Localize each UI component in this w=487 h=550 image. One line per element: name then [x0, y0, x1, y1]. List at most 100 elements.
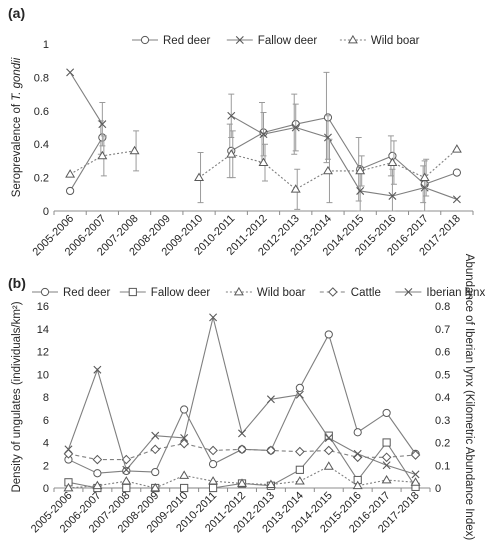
- y-tick-label: 0.8: [34, 72, 49, 84]
- y-right-tick-label: 0.6: [435, 347, 450, 359]
- data-point: [353, 449, 362, 458]
- data-point: [452, 195, 461, 204]
- data-point: [356, 186, 365, 195]
- data-point: [382, 438, 391, 447]
- data-point: [151, 467, 160, 477]
- series-line: [230, 115, 458, 200]
- legend-entry: Iberian lynx: [426, 287, 485, 299]
- data-point: [381, 474, 392, 484]
- data-point: [451, 144, 462, 153]
- data-point: [237, 444, 247, 455]
- data-point: [208, 483, 218, 493]
- y-right-tick-label: 0.5: [435, 369, 450, 381]
- data-point: [150, 482, 161, 492]
- data-point: [294, 476, 305, 485]
- data-point: [97, 150, 108, 160]
- data-point: [291, 123, 300, 132]
- data-point: [266, 445, 276, 456]
- data-point: [65, 169, 76, 178]
- y-right-tick-label: 0.8: [435, 301, 450, 313]
- legend-marker: [347, 34, 358, 44]
- data-point: [227, 111, 236, 120]
- legend-entry: Red deer: [63, 287, 110, 299]
- data-point: [323, 461, 334, 470]
- data-point: [122, 483, 131, 493]
- y-tick-label: 0.6: [34, 106, 49, 118]
- data-point: [410, 477, 421, 486]
- data-point: [151, 431, 160, 440]
- y-axis-title: Seroprevalence of T. gondii: [11, 57, 23, 197]
- y-tick-label: 14: [37, 324, 49, 336]
- legend-entry: Wild boar: [371, 35, 420, 47]
- legend: Red deer Fallow deer Wild boar: [132, 34, 420, 47]
- data-point: [66, 186, 75, 196]
- data-point: [92, 480, 103, 490]
- y-right-tick-label: 0.2: [435, 438, 450, 450]
- y-tick-label: 6: [43, 415, 49, 427]
- data-point: [208, 445, 218, 456]
- data-point: [179, 470, 190, 479]
- data-point: [290, 184, 301, 193]
- y-right-tick-label: 0.1: [435, 460, 450, 472]
- data-point: [180, 483, 189, 493]
- data-point: [180, 433, 189, 442]
- legend-marker: [128, 287, 137, 297]
- data-point: [387, 157, 398, 166]
- data-point: [129, 145, 140, 155]
- y-axis-title: Density of ungulates (individuals/km²): [11, 301, 23, 492]
- y-tick-label: 0: [43, 206, 49, 218]
- data-point: [92, 454, 103, 465]
- data-point: [352, 480, 363, 490]
- data-point: [93, 365, 102, 374]
- panel-label: (b): [8, 275, 26, 291]
- y-right-tick-label: 0: [435, 483, 441, 495]
- data-point: [324, 433, 333, 442]
- data-point: [180, 405, 189, 414]
- y-axis-title-right: Abundance of Iberian lynx (Kilometric Ab…: [463, 254, 475, 541]
- y-tick-label: 8: [43, 392, 49, 404]
- y-tick-label: 10: [37, 369, 49, 381]
- y-right-tick-label: 0.3: [435, 415, 450, 427]
- legend: Red deer Fallow deer Wild boar Cattle Iberia…: [32, 286, 485, 299]
- y-tick-label: 0.2: [34, 173, 49, 185]
- legend-entry: Fallow deer: [151, 287, 211, 299]
- y-axis-title-text: Seroprevalence of: [11, 101, 23, 198]
- data-point: [323, 445, 334, 456]
- data-point: [322, 165, 333, 175]
- panel-label: (a): [8, 5, 25, 21]
- data-point: [388, 191, 397, 200]
- data-point: [420, 183, 429, 192]
- data-point: [63, 482, 74, 492]
- data-point: [419, 172, 430, 181]
- data-point: [66, 68, 75, 77]
- y-tick-label: 0: [43, 483, 49, 495]
- y-tick-label: 12: [37, 347, 49, 359]
- data-point: [323, 133, 332, 142]
- data-point: [238, 429, 246, 438]
- data-point: [381, 452, 392, 463]
- data-point: [452, 168, 461, 177]
- legend-marker: [327, 287, 338, 297]
- y-tick-label: 16: [37, 301, 49, 313]
- data-point: [150, 444, 161, 455]
- data-point: [194, 172, 205, 181]
- data-point: [324, 431, 333, 440]
- y-axis-title-italic: T. gondii: [11, 57, 23, 100]
- data-point: [295, 446, 305, 457]
- data-point: [295, 465, 304, 474]
- data-point: [382, 461, 391, 470]
- error-bar: [421, 160, 428, 212]
- data-point: [93, 469, 102, 478]
- y-tick-label: 1: [43, 39, 49, 51]
- data-point: [353, 428, 362, 437]
- legend-marker: [404, 288, 413, 296]
- data-point: [259, 130, 268, 139]
- series-line: [230, 116, 458, 185]
- y-right-tick-label: 0.4: [435, 392, 450, 404]
- y-right-tick-label: 0.7: [435, 324, 450, 336]
- legend-marker: [40, 287, 50, 297]
- data-point: [324, 330, 333, 339]
- y-tick-label: 4: [43, 438, 49, 450]
- data-point: [410, 450, 421, 460]
- series-line: [69, 72, 103, 125]
